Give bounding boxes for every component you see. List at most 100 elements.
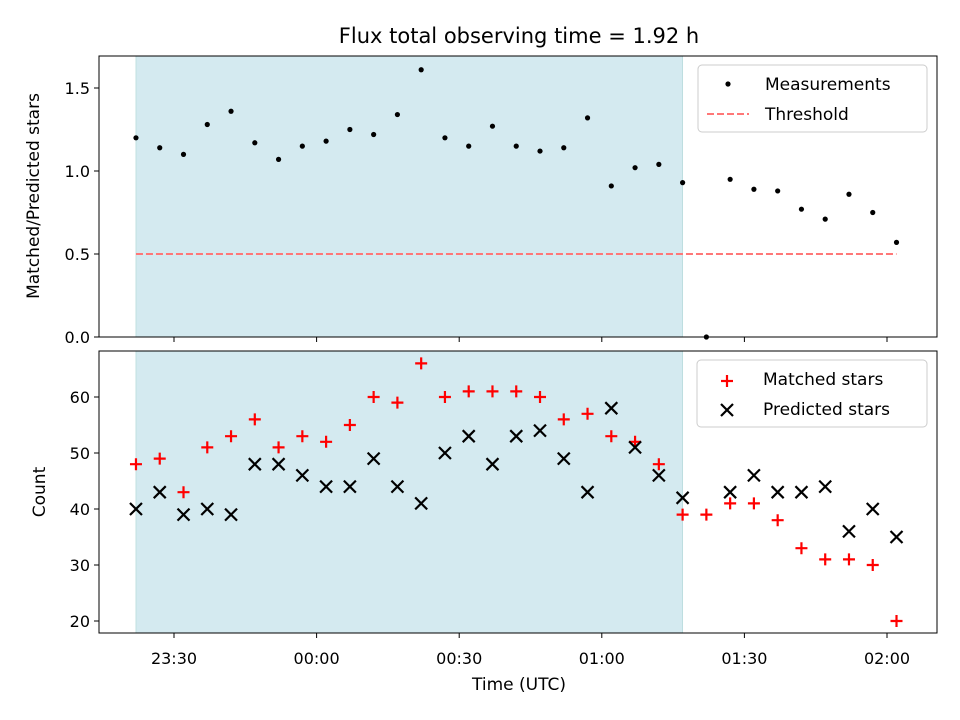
matched-star-point bbox=[296, 430, 309, 443]
matched-star-point bbox=[724, 497, 737, 510]
y-tick-label: 20 bbox=[70, 612, 90, 631]
measurement-point bbox=[846, 191, 852, 197]
x-axis-label: Time (UTC) bbox=[471, 675, 566, 695]
matched-star-point bbox=[201, 441, 214, 454]
measurement-point bbox=[442, 135, 448, 141]
matched-star-point bbox=[771, 514, 784, 527]
chart-title: Flux total observing time = 1.92 h bbox=[339, 24, 699, 48]
matched-star-point bbox=[534, 391, 547, 403]
matched-star-point bbox=[153, 452, 166, 465]
y-tick-label: 40 bbox=[70, 500, 90, 519]
measurement-point bbox=[798, 206, 805, 212]
matched-star-point bbox=[652, 458, 665, 471]
x-tick-label: 02:00 bbox=[864, 649, 910, 668]
y-tick-label: 60 bbox=[70, 388, 90, 407]
legend-matched-marker bbox=[721, 375, 733, 387]
predicted-star-point bbox=[509, 429, 524, 443]
matched-star-point bbox=[629, 435, 642, 448]
measurement-point bbox=[727, 176, 733, 182]
x-tick-label: 00:30 bbox=[436, 649, 482, 668]
predicted-star-point bbox=[675, 491, 690, 505]
matched-star-point bbox=[557, 413, 570, 426]
measurement-point bbox=[822, 216, 828, 222]
legend-predicted-marker bbox=[720, 403, 734, 417]
predicted-star-point bbox=[438, 446, 452, 460]
x-tick-label: 00:00 bbox=[294, 649, 340, 668]
measurement-point bbox=[371, 131, 377, 138]
measurement-point bbox=[584, 115, 591, 121]
predicted-star-point bbox=[200, 502, 215, 516]
measurement-point bbox=[680, 180, 686, 186]
top-panel-frame bbox=[98, 55, 938, 338]
measurement-point bbox=[252, 140, 258, 146]
matched-star-point bbox=[320, 435, 333, 448]
measurement-point bbox=[489, 123, 496, 129]
y-tick-label: 0.0 bbox=[65, 328, 90, 347]
predicted-star-point bbox=[580, 485, 595, 499]
predicted-star-point bbox=[224, 507, 238, 522]
matched-star-point bbox=[819, 553, 832, 566]
predicted-star-point bbox=[176, 507, 191, 522]
measurement-point bbox=[133, 135, 139, 141]
top-legend-frame bbox=[697, 64, 928, 133]
measurement-point bbox=[632, 165, 638, 171]
measurement-point bbox=[275, 156, 282, 162]
predicted-star-point bbox=[129, 502, 143, 516]
predicted-star-point bbox=[865, 502, 880, 516]
legend-matched-label: Matched stars bbox=[763, 370, 883, 390]
measurement-point bbox=[394, 111, 401, 118]
top-y-axis: 0.0 0.5 1.0 1.5 bbox=[65, 79, 99, 347]
measurement-point bbox=[561, 145, 567, 151]
predicted-star-point bbox=[842, 524, 856, 539]
predicted-star-point bbox=[556, 451, 571, 466]
matched-star-point bbox=[700, 508, 713, 521]
measurement-point bbox=[775, 188, 781, 194]
predicted-star-point bbox=[152, 485, 167, 499]
measurement-point bbox=[157, 145, 163, 151]
matched-star-point bbox=[890, 615, 903, 627]
measurement-point bbox=[513, 143, 519, 149]
x-tick-label: 01:30 bbox=[721, 649, 767, 668]
measurement-point bbox=[893, 239, 900, 245]
predicted-star-point bbox=[770, 485, 785, 499]
bottom-panel-frame bbox=[98, 350, 938, 634]
matched-star-point bbox=[272, 441, 285, 454]
bottom-panel: 20 30 40 50 60 23:30 00:00 00:30 01:00 01:30 02:0… bbox=[30, 350, 938, 695]
y-tick-label: 50 bbox=[70, 444, 90, 463]
matched-star-point bbox=[747, 497, 760, 510]
matched-star-point bbox=[510, 385, 523, 398]
bottom-y-axis-label: Count bbox=[30, 466, 50, 517]
matched-star-point bbox=[866, 559, 879, 571]
measurement-point bbox=[228, 108, 234, 114]
legend-predicted-label: Predicted stars bbox=[763, 400, 890, 420]
top-y-axis-label: Matched/Predicted stars bbox=[24, 93, 44, 299]
measurement-point bbox=[180, 151, 187, 157]
bottom-panel-marks bbox=[129, 357, 904, 627]
measurement-point bbox=[870, 209, 876, 216]
measurement-point bbox=[608, 183, 614, 189]
bottom-legend: Matched stars Predicted stars bbox=[696, 359, 928, 428]
matched-star-point bbox=[676, 508, 689, 521]
predicted-star-point bbox=[461, 429, 476, 443]
predicted-star-point bbox=[604, 401, 619, 415]
bottom-shaded-region bbox=[135, 350, 684, 634]
matched-star-point bbox=[795, 542, 808, 555]
matched-star-point bbox=[581, 407, 594, 420]
predicted-star-point bbox=[747, 468, 761, 483]
predicted-star-point bbox=[271, 457, 286, 471]
bottom-y-axis: 20 30 40 50 60 bbox=[70, 388, 99, 631]
predicted-star-point bbox=[414, 496, 428, 511]
predicted-star-point bbox=[319, 479, 333, 494]
measurement-point bbox=[323, 138, 329, 144]
predicted-star-point bbox=[533, 423, 547, 438]
predicted-star-point bbox=[248, 457, 262, 471]
measurement-point bbox=[418, 67, 424, 73]
predicted-star-point bbox=[723, 485, 737, 499]
predicted-star-point bbox=[343, 479, 357, 494]
legend-threshold-label: Threshold bbox=[764, 105, 849, 125]
legend-measurements-marker bbox=[725, 81, 731, 87]
measurement-point bbox=[466, 143, 472, 149]
predicted-star-point bbox=[818, 479, 832, 494]
matched-star-point bbox=[391, 396, 404, 409]
matched-star-point bbox=[367, 391, 380, 403]
